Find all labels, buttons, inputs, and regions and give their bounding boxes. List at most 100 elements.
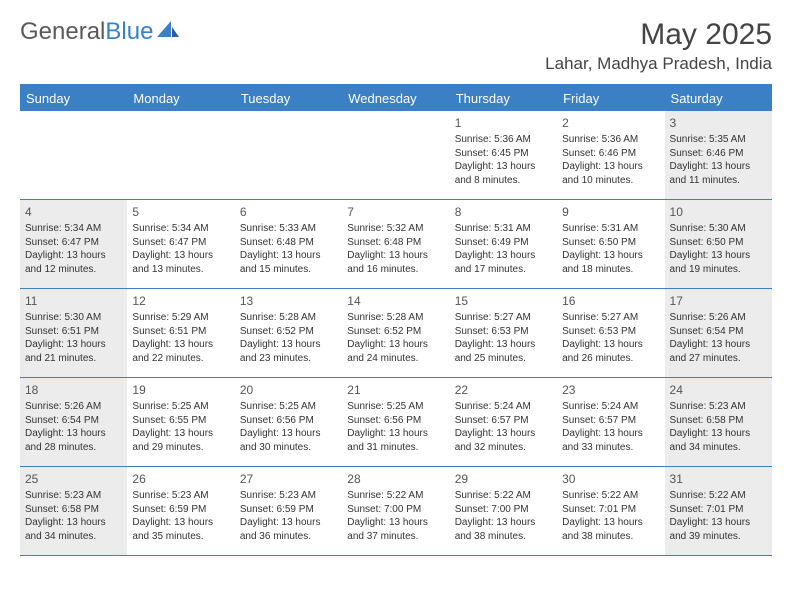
- day-cell: 13Sunrise: 5:28 AMSunset: 6:52 PMDayligh…: [235, 289, 342, 377]
- sunset-text: Sunset: 6:53 PM: [562, 325, 659, 339]
- day-number: 5: [132, 204, 229, 220]
- sunrise-text: Sunrise: 5:34 AM: [132, 222, 229, 236]
- day-header: Tuesday: [235, 86, 342, 111]
- brand-name-part1: General: [20, 18, 105, 46]
- sunset-text: Sunset: 6:59 PM: [240, 503, 337, 517]
- sunset-text: Sunset: 6:56 PM: [240, 414, 337, 428]
- brand-name-part2: Blue: [105, 18, 153, 46]
- day-cell: 8Sunrise: 5:31 AMSunset: 6:49 PMDaylight…: [450, 200, 557, 288]
- day-number: 18: [25, 382, 122, 398]
- sunset-text: Sunset: 6:58 PM: [25, 503, 122, 517]
- day-cell: [342, 111, 449, 199]
- day-number: 26: [132, 471, 229, 487]
- day-cell: 16Sunrise: 5:27 AMSunset: 6:53 PMDayligh…: [557, 289, 664, 377]
- daylight-text: Daylight: 13 hours and 26 minutes.: [562, 338, 659, 365]
- day-cell: 11Sunrise: 5:30 AMSunset: 6:51 PMDayligh…: [20, 289, 127, 377]
- day-cell: [20, 111, 127, 199]
- daylight-text: Daylight: 13 hours and 8 minutes.: [455, 160, 552, 187]
- day-cell: 2Sunrise: 5:36 AMSunset: 6:46 PMDaylight…: [557, 111, 664, 199]
- daylight-text: Daylight: 13 hours and 36 minutes.: [240, 516, 337, 543]
- daylight-text: Daylight: 13 hours and 27 minutes.: [670, 338, 767, 365]
- sunset-text: Sunset: 7:01 PM: [562, 503, 659, 517]
- sunset-text: Sunset: 6:54 PM: [25, 414, 122, 428]
- day-cell: 5Sunrise: 5:34 AMSunset: 6:47 PMDaylight…: [127, 200, 234, 288]
- day-number: 17: [670, 293, 767, 309]
- sunrise-text: Sunrise: 5:25 AM: [132, 400, 229, 414]
- day-cell: 20Sunrise: 5:25 AMSunset: 6:56 PMDayligh…: [235, 378, 342, 466]
- day-cell: 30Sunrise: 5:22 AMSunset: 7:01 PMDayligh…: [557, 467, 664, 555]
- daylight-text: Daylight: 13 hours and 32 minutes.: [455, 427, 552, 454]
- sunrise-text: Sunrise: 5:28 AM: [347, 311, 444, 325]
- daylight-text: Daylight: 13 hours and 22 minutes.: [132, 338, 229, 365]
- daylight-text: Daylight: 13 hours and 18 minutes.: [562, 249, 659, 276]
- day-cell: 23Sunrise: 5:24 AMSunset: 6:57 PMDayligh…: [557, 378, 664, 466]
- day-number: 8: [455, 204, 552, 220]
- sunrise-text: Sunrise: 5:27 AM: [455, 311, 552, 325]
- daylight-text: Daylight: 13 hours and 33 minutes.: [562, 427, 659, 454]
- sunrise-text: Sunrise: 5:26 AM: [25, 400, 122, 414]
- daylight-text: Daylight: 13 hours and 21 minutes.: [25, 338, 122, 365]
- daylight-text: Daylight: 13 hours and 30 minutes.: [240, 427, 337, 454]
- sunrise-text: Sunrise: 5:24 AM: [562, 400, 659, 414]
- sunset-text: Sunset: 6:55 PM: [132, 414, 229, 428]
- day-number: 3: [670, 115, 767, 131]
- day-number: 31: [670, 471, 767, 487]
- week-row: 18 Sunrise: 5:26 AMSunset: 6:54 PM Dayligh…: [20, 378, 772, 467]
- sunrise-text: Sunrise: 5:31 AM: [455, 222, 552, 236]
- daylight-text: Daylight: 13 hours and 12 minutes.: [25, 249, 122, 276]
- day-cell: 24Sunrise: 5:23 AMSunset: 6:58 PMDayligh…: [665, 378, 772, 466]
- day-cell: 28Sunrise: 5:22 AMSunset: 7:00 PMDayligh…: [342, 467, 449, 555]
- daylight-text: Daylight: 13 hours and 39 minutes.: [670, 516, 767, 543]
- sunrise-text: Sunrise: 5:29 AM: [132, 311, 229, 325]
- month-title: May 2025: [545, 18, 772, 52]
- sunrise-text: Sunrise: 5:36 AM: [455, 133, 552, 147]
- day-cell: [127, 111, 234, 199]
- sunset-text: Sunset: 6:45 PM: [455, 147, 552, 161]
- sunset-text: Sunset: 6:52 PM: [240, 325, 337, 339]
- daylight-text: Daylight: 13 hours and 17 minutes.: [455, 249, 552, 276]
- day-header: Monday: [127, 86, 234, 111]
- sunrise-text: Sunrise: 5:30 AM: [670, 222, 767, 236]
- sunset-text: Sunset: 7:01 PM: [670, 503, 767, 517]
- sunset-text: Sunset: 6:51 PM: [25, 325, 122, 339]
- day-number: 15: [455, 293, 552, 309]
- sunrise-text: Sunrise: 5:33 AM: [240, 222, 337, 236]
- sunrise-text: Sunrise: 5:30 AM: [25, 311, 122, 325]
- day-cell: 12Sunrise: 5:29 AMSunset: 6:51 PMDayligh…: [127, 289, 234, 377]
- sunset-text: Sunset: 6:56 PM: [347, 414, 444, 428]
- sunrise-text: Sunrise: 5:23 AM: [670, 400, 767, 414]
- sunrise-text: Sunrise: 5:28 AM: [240, 311, 337, 325]
- day-number: 21: [347, 382, 444, 398]
- brand-logo: GeneralBlue: [20, 18, 179, 46]
- daylight-text: Daylight: 13 hours and 15 minutes.: [240, 249, 337, 276]
- day-headers-row: SundayMondayTuesdayWednesdayThursdayFrid…: [20, 86, 772, 111]
- sunrise-text: Sunrise: 5:22 AM: [347, 489, 444, 503]
- sunset-text: Sunset: 6:46 PM: [562, 147, 659, 161]
- day-cell: 7Sunrise: 5:32 AMSunset: 6:48 PMDaylight…: [342, 200, 449, 288]
- day-cell: 19Sunrise: 5:25 AMSunset: 6:55 PMDayligh…: [127, 378, 234, 466]
- sunset-text: Sunset: 6:47 PM: [25, 236, 122, 250]
- sunset-text: Sunset: 6:48 PM: [347, 236, 444, 250]
- week-row: 4Sunrise: 5:34 AMSunset: 6:47 PMDaylight…: [20, 200, 772, 289]
- daylight-text: Daylight: 13 hours and 11 minutes.: [670, 160, 767, 187]
- sunrise-text: Sunrise: 5:27 AM: [562, 311, 659, 325]
- day-cell: 21Sunrise: 5:25 AMSunset: 6:56 PMDayligh…: [342, 378, 449, 466]
- day-number: 24: [670, 382, 767, 398]
- sunrise-text: Sunrise: 5:26 AM: [670, 311, 767, 325]
- week-row: 11Sunrise: 5:30 AMSunset: 6:51 PMDayligh…: [20, 289, 772, 378]
- day-header: Thursday: [450, 86, 557, 111]
- calendar-grid: SundayMondayTuesdayWednesdayThursdayFrid…: [20, 84, 772, 556]
- sunrise-text: Sunrise: 5:32 AM: [347, 222, 444, 236]
- daylight-text: Daylight: 13 hours and 10 minutes.: [562, 160, 659, 187]
- sunset-text: Sunset: 6:57 PM: [455, 414, 552, 428]
- sunrise-text: Sunrise: 5:34 AM: [25, 222, 122, 236]
- day-number: 23: [562, 382, 659, 398]
- sunrise-text: Sunrise: 5:23 AM: [240, 489, 337, 503]
- day-cell: 9Sunrise: 5:31 AMSunset: 6:50 PMDaylight…: [557, 200, 664, 288]
- day-cell: 14Sunrise: 5:28 AMSunset: 6:52 PMDayligh…: [342, 289, 449, 377]
- day-cell: 3Sunrise: 5:35 AMSunset: 6:46 PMDaylight…: [665, 111, 772, 199]
- title-block: May 2025 Lahar, Madhya Pradesh, India: [545, 18, 772, 74]
- daylight-text: Daylight: 13 hours and 23 minutes.: [240, 338, 337, 365]
- sunset-text: Sunset: 6:46 PM: [670, 147, 767, 161]
- week-row: 1Sunrise: 5:36 AMSunset: 6:45 PMDaylight…: [20, 111, 772, 200]
